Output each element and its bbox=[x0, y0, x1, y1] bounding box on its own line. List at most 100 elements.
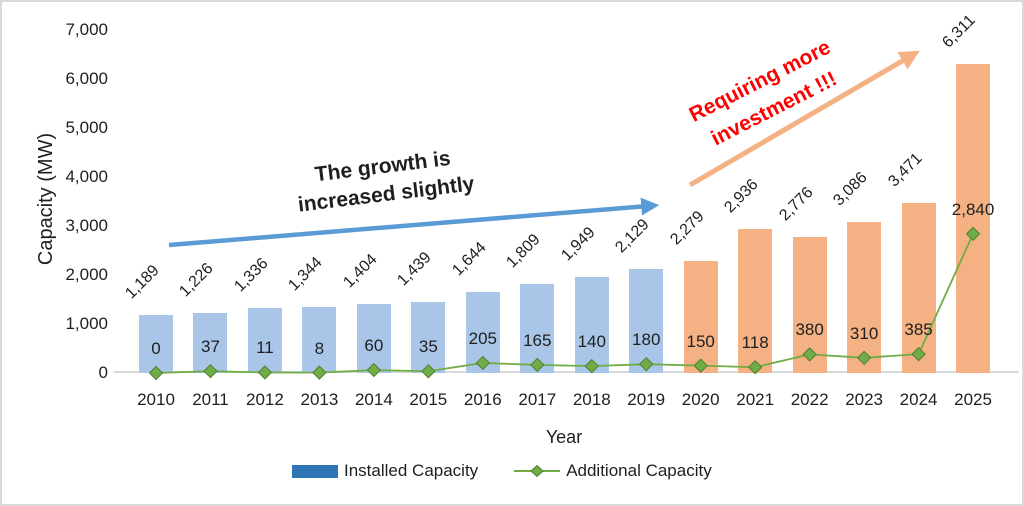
x-tick-2014: 2014 bbox=[354, 390, 393, 409]
legend-label-installed: Installed Capacity bbox=[344, 461, 479, 480]
bar-2014 bbox=[356, 304, 391, 373]
legend-label-additional: Additional Capacity bbox=[566, 461, 712, 480]
bar-2015 bbox=[411, 302, 446, 373]
bar-value-label-2025: 6,311 bbox=[939, 11, 979, 52]
legend: Installed Capacity Additional Capacity bbox=[292, 461, 712, 480]
additional-capacity-line bbox=[155, 233, 974, 374]
line-value-label-2019: 180 bbox=[632, 330, 661, 350]
x-tick-2025: 2025 bbox=[954, 390, 992, 409]
bar-value-label-2012: 1,336 bbox=[231, 254, 272, 295]
bar-2013 bbox=[302, 307, 337, 373]
line-value-label-2015: 35 bbox=[418, 337, 438, 357]
x-tick-2011: 2011 bbox=[192, 390, 229, 409]
bar-2019 bbox=[629, 268, 664, 373]
marker-2020 bbox=[693, 358, 708, 373]
x-tick-2013: 2013 bbox=[300, 390, 339, 409]
line-value-label-2011: 37 bbox=[201, 337, 220, 357]
line-value-label-2021: 118 bbox=[741, 333, 769, 353]
bar-2021 bbox=[738, 229, 773, 373]
x-tick-2016: 2016 bbox=[463, 390, 502, 409]
line-value-label-2018: 140 bbox=[577, 332, 606, 352]
marker-2018 bbox=[584, 358, 599, 374]
line-value-label-2022: 380 bbox=[795, 320, 824, 340]
investment-arrow bbox=[688, 50, 920, 188]
y-tick-7: 7,000 bbox=[65, 20, 108, 39]
x-tick-2018: 2018 bbox=[572, 390, 611, 409]
line-value-label-2024: 385 bbox=[904, 320, 933, 340]
bar-2025 bbox=[956, 63, 991, 373]
bar-2024 bbox=[901, 202, 936, 373]
line-value-label-2012: 11 bbox=[256, 338, 274, 358]
y-tick-1: 1,000 bbox=[65, 314, 108, 333]
y-tick-6: 6,000 bbox=[65, 69, 108, 88]
bar-value-label-2023: 3,086 bbox=[830, 168, 871, 210]
y-tick-2: 2,000 bbox=[65, 265, 108, 284]
bar-value-label-2016: 1,644 bbox=[449, 239, 490, 280]
line-value-label-2017: 165 bbox=[523, 330, 552, 350]
marker-2017 bbox=[530, 357, 545, 373]
bar-value-label-2010: 1,189 bbox=[122, 261, 163, 303]
bar-value-label-2014: 1,404 bbox=[340, 251, 381, 292]
bar-2020 bbox=[683, 261, 718, 373]
line-value-label-2014: 60 bbox=[364, 336, 384, 356]
bar-value-label-2024: 3,471 bbox=[884, 149, 926, 191]
bar-value-label-2013: 1,344 bbox=[285, 254, 327, 295]
line-value-label-2013: 8 bbox=[314, 338, 325, 358]
marker-2016 bbox=[475, 355, 491, 371]
x-tick-2015: 2015 bbox=[409, 390, 448, 409]
bar-value-label-2017: 1,809 bbox=[503, 231, 544, 272]
marker-2025 bbox=[965, 226, 981, 242]
bar-value-label-2020: 2,279 bbox=[666, 208, 708, 249]
bar-2023 bbox=[847, 221, 882, 373]
line-value-label-2010: 0 bbox=[151, 339, 161, 358]
legend-bar-swatch-icon bbox=[292, 464, 338, 478]
x-axis-title: Year bbox=[545, 427, 583, 447]
x-tick-2021: 2021 bbox=[736, 390, 775, 409]
x-tick-2019: 2019 bbox=[627, 390, 666, 409]
y-tick-0: 0 bbox=[98, 363, 108, 382]
line-value-label-2023: 310 bbox=[849, 323, 879, 343]
legend-line-swatch-icon bbox=[514, 464, 561, 478]
x-tick-2010: 2010 bbox=[137, 390, 175, 409]
y-tick-4: 4,000 bbox=[65, 167, 108, 186]
bar-value-label-2021: 2,936 bbox=[721, 176, 762, 217]
marker-2013 bbox=[312, 365, 327, 380]
bar-2018 bbox=[574, 277, 609, 373]
marker-2022 bbox=[802, 347, 817, 362]
marker-2012 bbox=[257, 365, 273, 380]
marker-2024 bbox=[911, 346, 926, 362]
marker-2015 bbox=[421, 364, 436, 379]
line-value-label-2016: 205 bbox=[468, 328, 497, 348]
x-tick-2012: 2012 bbox=[246, 390, 284, 409]
marker-2023 bbox=[856, 350, 872, 366]
marker-2019 bbox=[639, 356, 654, 372]
x-axis-line bbox=[114, 371, 1019, 373]
marker-2021 bbox=[747, 360, 763, 375]
y-tick-3: 3,000 bbox=[65, 216, 108, 235]
bar-2012 bbox=[247, 307, 282, 373]
x-tick-2024: 2024 bbox=[899, 390, 938, 409]
marker-2010 bbox=[148, 365, 164, 381]
marker-2014 bbox=[366, 362, 382, 378]
x-tick-2023: 2023 bbox=[845, 390, 884, 409]
line-markers-group bbox=[148, 226, 981, 381]
marker-2011 bbox=[203, 363, 218, 379]
line-value-label-2020: 150 bbox=[686, 331, 715, 351]
bar-2011 bbox=[193, 312, 228, 373]
bar-value-label-2018: 1,949 bbox=[558, 224, 599, 265]
y-tick-5: 5,000 bbox=[65, 118, 108, 137]
bar-value-label-2019: 2,129 bbox=[612, 215, 653, 256]
x-tick-2022: 2022 bbox=[790, 390, 829, 409]
x-tick-2020: 2020 bbox=[681, 390, 720, 409]
bar-value-label-2011: 1,226 bbox=[176, 259, 218, 301]
bar-value-label-2015: 1,439 bbox=[394, 249, 435, 290]
bar-2010 bbox=[139, 314, 173, 373]
growth-arrow bbox=[168, 197, 660, 248]
bar-value-label-2022: 2,776 bbox=[775, 183, 817, 225]
x-tick-2017: 2017 bbox=[518, 390, 557, 409]
line-value-label-2025: 2,840 bbox=[951, 199, 995, 219]
